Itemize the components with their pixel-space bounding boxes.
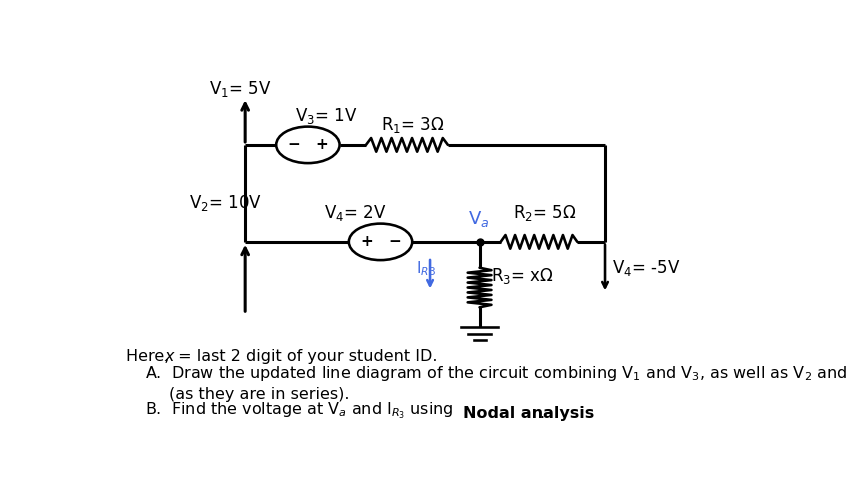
Text: = last 2 digit of your student ID.: = last 2 digit of your student ID.: [173, 349, 438, 365]
Text: .: .: [539, 407, 544, 421]
Text: I$_{R3}$: I$_{R3}$: [416, 259, 435, 278]
Text: −: −: [287, 137, 300, 152]
Text: B.  Find the voltage at V$_a$ and I$_{R_3}$ using: B. Find the voltage at V$_a$ and I$_{R_3…: [145, 401, 455, 421]
Text: −: −: [389, 234, 401, 249]
Text: (as they are in series).: (as they are in series).: [169, 387, 349, 403]
Text: R$_2$= 5Ω: R$_2$= 5Ω: [513, 203, 576, 223]
Text: +: +: [360, 234, 372, 249]
Text: V$_4$= 2V: V$_4$= 2V: [325, 203, 387, 223]
Text: V$_a$: V$_a$: [469, 208, 490, 229]
Text: R$_1$= 3Ω: R$_1$= 3Ω: [381, 116, 444, 135]
Text: A.  Draw the updated line diagram of the circuit combining V$_1$ and V$_3$, as w: A. Draw the updated line diagram of the …: [145, 365, 852, 383]
Text: V$_2$= 10V: V$_2$= 10V: [189, 193, 262, 213]
Text: R$_3$= xΩ: R$_3$= xΩ: [491, 266, 554, 286]
Text: Here,: Here,: [126, 349, 175, 365]
Text: V$_3$= 1V: V$_3$= 1V: [295, 106, 357, 126]
Text: V$_1$= 5V: V$_1$= 5V: [209, 79, 271, 99]
Text: V$_4$= -5V: V$_4$= -5V: [612, 258, 680, 278]
Text: Nodal analysis: Nodal analysis: [463, 407, 595, 421]
Text: x: x: [164, 349, 174, 365]
Text: +: +: [316, 137, 329, 152]
